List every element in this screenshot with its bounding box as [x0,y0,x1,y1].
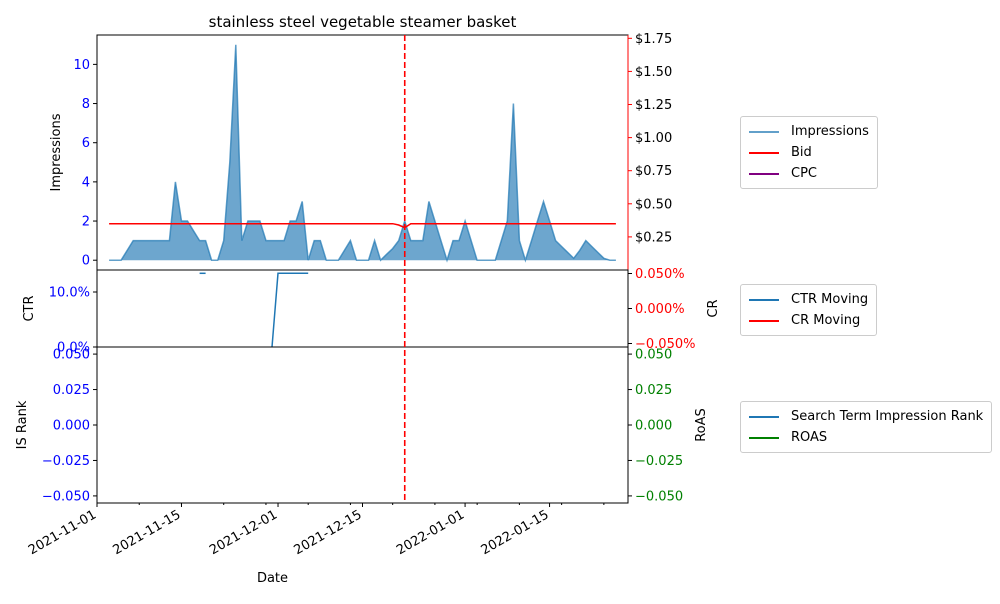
legend-item: ROAS [749,427,983,448]
chart-title: stainless steel vegetable steamer basket [209,13,517,31]
legend-item: Bid [749,142,869,163]
legend-item: CR Moving [749,310,868,331]
x-tick-label: 2021-11-15 [111,507,184,558]
legend-ctr-panel: CTR Moving CR Moving [740,284,878,336]
panel-frame-is_rank [96,346,629,504]
x-tick-label: 2022-01-15 [479,507,552,558]
legend-item: CPC [749,163,869,184]
left-tick-label: 10.0% [49,286,90,301]
legend-label: Search Term Impression Rank [791,409,984,424]
left-tick-label: 0.050 [53,348,90,363]
series-bid [109,222,616,229]
legend-swatch [749,172,779,175]
legend-item: Search Term Impression Rank [749,406,983,427]
left-tick-label: 4 [82,175,90,190]
left-tick-label: 10 [73,58,90,73]
left-tick-label: 0.0% [57,341,90,356]
series-impressions-line [109,44,616,263]
left-axis-label: IS Rank [15,400,30,449]
right-tick-label: −0.050 [635,489,683,504]
right-tick-label: 0.000% [635,302,685,317]
right-tick-label: $1.75 [635,32,672,47]
legend-swatch [749,436,779,439]
x-tick-label: 2021-11-01 [26,507,99,558]
right-tick-label: 0.050% [635,267,685,282]
left-tick-label: 6 [82,136,90,151]
right-axis-label: RoAS [694,408,709,442]
legend-label: Bid [791,145,812,160]
left-tick-label: 8 [82,97,90,112]
legend-impressions-panel: Impressions Bid CPC [740,116,878,189]
right-tick-label: $0.50 [635,197,672,212]
legend-isrank-panel: Search Term Impression Rank ROAS [740,401,993,453]
right-axis-label: CR [706,299,721,317]
series-ctr-moving-segment-1 [271,272,309,348]
legend-label: Impressions [791,124,869,139]
right-tick-label: $1.50 [635,65,672,80]
left-tick-label: −0.025 [42,454,90,469]
left-tick-label: 0.000 [53,419,90,434]
right-tick-label: 0.000 [635,419,672,434]
left-tick-label: −0.050 [42,489,90,504]
legend-swatch [749,130,779,133]
right-tick-label: $1.00 [635,131,672,146]
legend-item: Impressions [749,121,869,142]
left-tick-label: 0.025 [53,383,90,398]
left-tick-label: 2 [82,215,90,230]
right-tick-label: −0.025 [635,454,683,469]
x-axis-label: Date [257,571,288,586]
right-tick-label: $1.25 [635,98,672,113]
right-tick-label: −0.050% [635,337,695,352]
panel-frame-ctr [96,269,629,348]
series-impressions-area [109,44,616,261]
legend-swatch [749,415,779,418]
x-tick-label: 2022-01-01 [394,507,467,558]
left-axis-label: CTR [22,295,37,321]
left-tick-label: 0 [82,254,90,269]
x-tick-label: 2021-12-15 [292,507,365,558]
legend-swatch [749,319,779,322]
legend-swatch [749,298,779,301]
legend-label: ROAS [791,430,828,445]
right-tick-label: 0.025 [635,383,672,398]
legend-label: CR Moving [791,313,861,328]
x-tick-label: 2021-12-01 [207,507,280,558]
right-tick-label: $0.25 [635,230,672,245]
legend-label: CPC [791,166,817,181]
legend-label: CTR Moving [791,292,869,307]
left-axis-label: Impressions [49,113,64,191]
right-tick-label: 0.050 [635,348,672,363]
legend-swatch [749,151,779,154]
right-tick-label: $0.75 [635,164,672,179]
legend-item: CTR Moving [749,289,868,310]
